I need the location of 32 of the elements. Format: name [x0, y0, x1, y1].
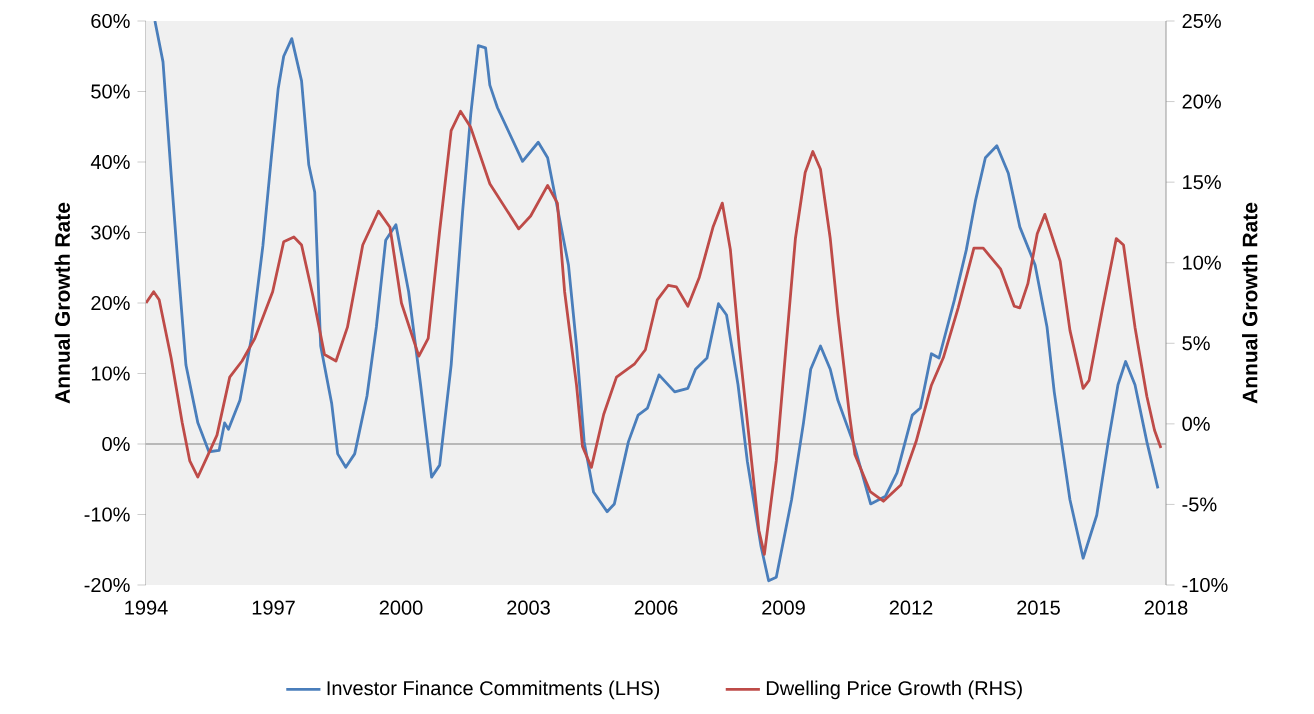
line-series — [146, 109, 1163, 556]
x-tick-label: 2015 — [1017, 600, 1060, 615]
legend-label: Investor Finance Commitments (LHS) — [327, 680, 660, 700]
y-axis-title: Annual Growth Rate — [54, 202, 70, 404]
y-tick-label: -10% — [84, 507, 130, 522]
y2-tick-label: 15% — [1183, 175, 1221, 190]
x-tick-label: 2009 — [762, 600, 805, 615]
x-tick-label: 1997 — [252, 600, 295, 615]
x-tick-label: 2006 — [634, 600, 678, 615]
x-tick-label: 2000 — [379, 600, 423, 615]
x-tick-label: 2003 — [507, 600, 550, 615]
y-tick-label: 30% — [91, 225, 130, 240]
x-tick-label: 1994 — [125, 600, 168, 615]
x-tick-label: 2012 — [889, 600, 933, 615]
y-tick-label: 60% — [91, 13, 130, 29]
y-tick-label: 20% — [91, 295, 130, 311]
y-tick-label: 10% — [91, 366, 130, 381]
y2-tick-label: 20% — [1182, 94, 1221, 109]
y2-tick-label: -5% — [1182, 497, 1217, 512]
line-series — [153, 21, 1160, 583]
y2-tick-label: -10% — [1182, 577, 1228, 593]
y2-tick-label: 25% — [1182, 13, 1221, 29]
legend-label: Dwelling Price Growth (RHS) — [766, 680, 1022, 700]
y-tick-label: -20% — [84, 577, 130, 593]
x-tick-label: 2018 — [1144, 600, 1188, 615]
y2-tick-label: 5% — [1182, 336, 1210, 351]
y2-tick-label: 0% — [1182, 416, 1210, 431]
y-tick-label: 0% — [102, 436, 130, 452]
y-tick-label: 50% — [91, 84, 130, 99]
y2-axis-title: Annual Growth Rate — [1242, 202, 1258, 404]
y2-tick-label: 10% — [1183, 255, 1221, 270]
y-tick-label: 40% — [90, 154, 130, 170]
